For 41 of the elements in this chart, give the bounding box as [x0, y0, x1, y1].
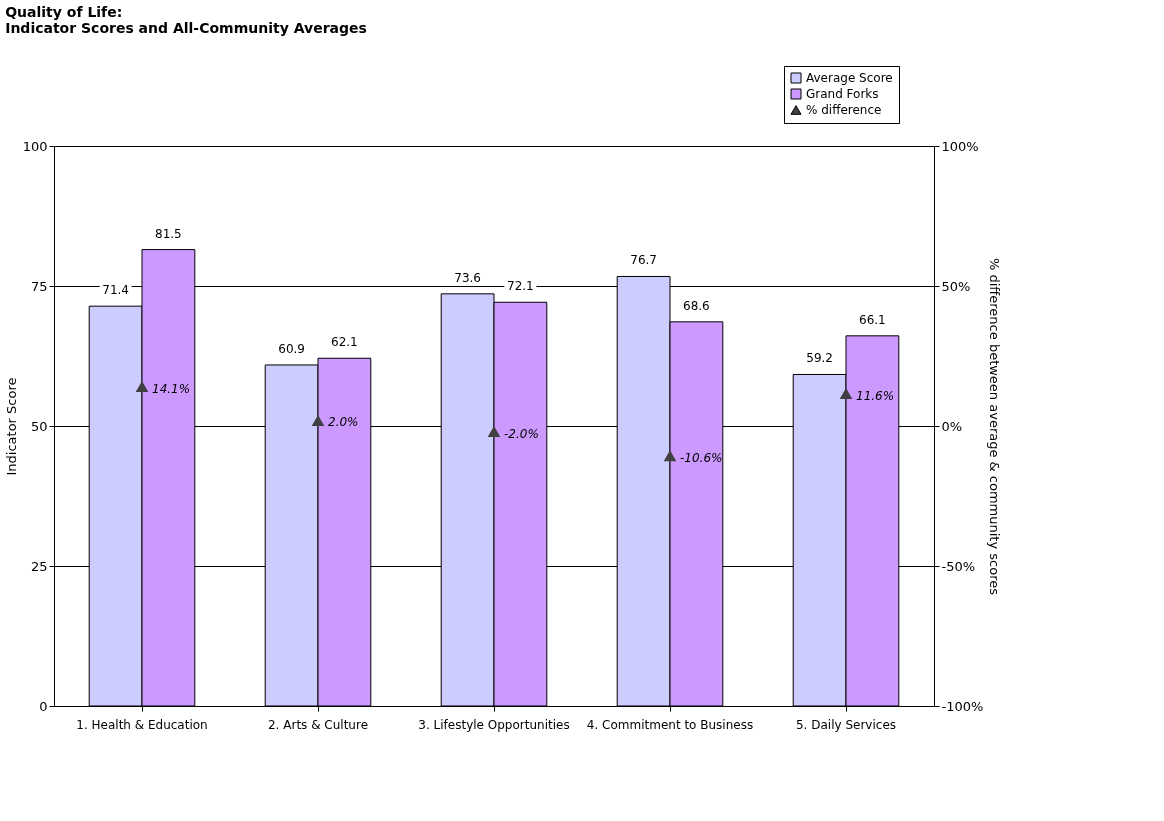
legend-label: Grand Forks	[806, 87, 879, 101]
chart-title: Quality of Life: Indicator Scores and All-Community Averages	[5, 3, 367, 36]
x-tick-label: 1. Health & Education	[76, 717, 208, 732]
y-tick-label: 25	[30, 558, 48, 574]
x-tick-label: 4. Commitment to Business	[586, 717, 754, 732]
y-tick-label: 100	[22, 138, 48, 154]
point	[839, 388, 853, 399]
legend-label: % difference	[806, 103, 882, 117]
data-label: 62.1	[331, 335, 358, 350]
y-tick-label: 75	[30, 278, 48, 294]
data-label: 71.4	[102, 283, 129, 298]
y-tick-label: 0	[39, 698, 48, 714]
x-tick-label: 5. Daily Services	[795, 717, 897, 732]
data-label: 81.5	[155, 226, 182, 241]
legend-label: Average Score	[806, 71, 893, 85]
data-label: 66.1	[859, 312, 886, 327]
point	[487, 426, 501, 438]
x-tick-label: 2. Arts & Culture	[267, 717, 369, 732]
y-axis-title: Indicator Score	[3, 377, 19, 476]
data-label: -10.6%	[680, 450, 723, 465]
data-label: 68.6	[683, 298, 710, 313]
y2-tick-label: 50%	[941, 278, 971, 294]
data-label: 72.1	[507, 279, 534, 294]
data-label: 59.2	[806, 351, 833, 366]
y2-tick-label: -50%	[941, 558, 976, 574]
y2-axis-title: % difference between average & community scores	[987, 258, 1003, 596]
data-label: -2.0%	[504, 426, 539, 441]
data-label: 76.7	[630, 253, 657, 268]
point	[663, 450, 677, 462]
y2-tick-label: 0%	[941, 418, 963, 434]
x-tick-label: 3. Lifestyle Opportunities	[418, 717, 570, 732]
point	[135, 381, 149, 392]
y-tick-label: 50	[30, 418, 48, 434]
data-label: 14.1%	[152, 381, 191, 396]
point	[311, 414, 325, 426]
data-label: 60.9	[278, 341, 305, 356]
y2-tick-label: -100%	[941, 698, 984, 714]
data-label: 73.6	[454, 270, 481, 285]
data-label: 11.6%	[856, 388, 895, 403]
data-label: 2.0%	[328, 415, 359, 430]
y2-tick-label: 100%	[941, 138, 979, 154]
